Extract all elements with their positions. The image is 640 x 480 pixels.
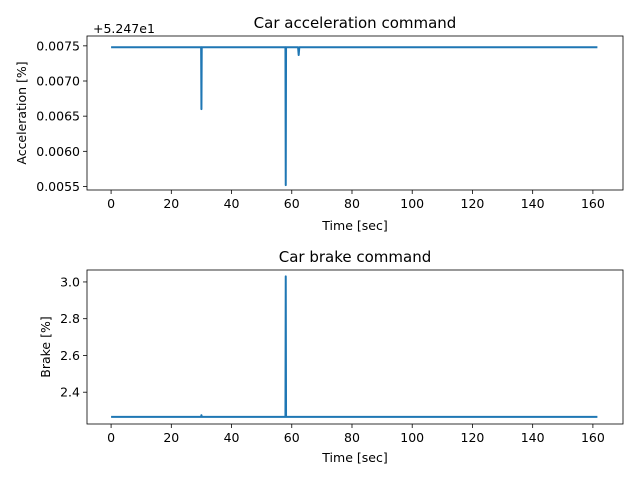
acceleration-x-tick-label: 40 — [224, 196, 240, 211]
brake-series-group — [111, 275, 598, 418]
acceleration-y-tick-label: 0.0055 — [36, 179, 80, 194]
brake-x-tick-label: 100 — [400, 430, 424, 445]
acceleration-subplot: Car acceleration command +5.247e1 Time [… — [14, 14, 624, 233]
brake-subplot: Car brake command Time [sec] Brake [%] 0… — [38, 248, 624, 465]
acceleration-x-ticks: 0 20 40 60 80 100 120 140 160 — [107, 190, 605, 211]
brake-x-tick-label: 160 — [581, 430, 605, 445]
acceleration-x-tick-label: 20 — [163, 196, 179, 211]
brake-y-tick-label: 2.4 — [60, 385, 80, 400]
brake-x-ticks: 0 20 40 60 80 100 120 140 160 — [107, 424, 605, 445]
acceleration-chart-title: Car acceleration command — [254, 14, 457, 32]
brake-x-tick-label: 0 — [107, 430, 115, 445]
acceleration-x-tick-label: 160 — [581, 196, 605, 211]
brake-y-axis-label: Brake [%] — [38, 316, 53, 377]
acceleration-x-tick-label: 80 — [344, 196, 360, 211]
acceleration-x-tick-label: 140 — [521, 196, 545, 211]
acceleration-y-tick-label: 0.0065 — [36, 109, 80, 124]
brake-y-ticks: 2.4 2.6 2.8 3.0 — [60, 274, 87, 400]
brake-chart-title: Car brake command — [279, 248, 432, 266]
brake-y-tick-label: 2.8 — [60, 311, 80, 326]
acceleration-y-tick-label: 0.0075 — [36, 38, 80, 53]
acceleration-x-tick-label: 0 — [107, 196, 115, 211]
acceleration-offset-label: +5.247e1 — [93, 21, 155, 36]
brake-x-tick-label: 20 — [163, 430, 179, 445]
brake-y-tick-label: 2.6 — [60, 348, 80, 363]
brake-x-tick-label: 80 — [344, 430, 360, 445]
acceleration-series-group — [111, 46, 598, 187]
brake-axes-frame — [86, 269, 624, 425]
brake-x-tick-label: 140 — [521, 430, 545, 445]
brake-x-axis-label: Time [sec] — [321, 450, 387, 465]
brake-x-tick-label: 120 — [461, 430, 485, 445]
brake-x-tick-label: 60 — [284, 430, 300, 445]
acceleration-x-tick-label: 60 — [284, 196, 300, 211]
brake-series-line — [111, 275, 598, 418]
acceleration-y-axis-label: Acceleration [%] — [14, 61, 29, 164]
acceleration-y-tick-label: 0.0070 — [36, 74, 80, 89]
acceleration-y-ticks: 0.0055 0.0060 0.0065 0.0070 0.0075 — [36, 38, 87, 194]
acceleration-y-tick-label: 0.0060 — [36, 144, 80, 159]
brake-y-tick-label: 3.0 — [60, 274, 80, 289]
acceleration-axes-frame — [86, 35, 624, 191]
acceleration-series-line — [111, 46, 598, 187]
brake-x-tick-label: 40 — [224, 430, 240, 445]
acceleration-x-axis-label: Time [sec] — [321, 218, 387, 233]
acceleration-x-tick-label: 100 — [400, 196, 424, 211]
acceleration-x-tick-label: 120 — [461, 196, 485, 211]
